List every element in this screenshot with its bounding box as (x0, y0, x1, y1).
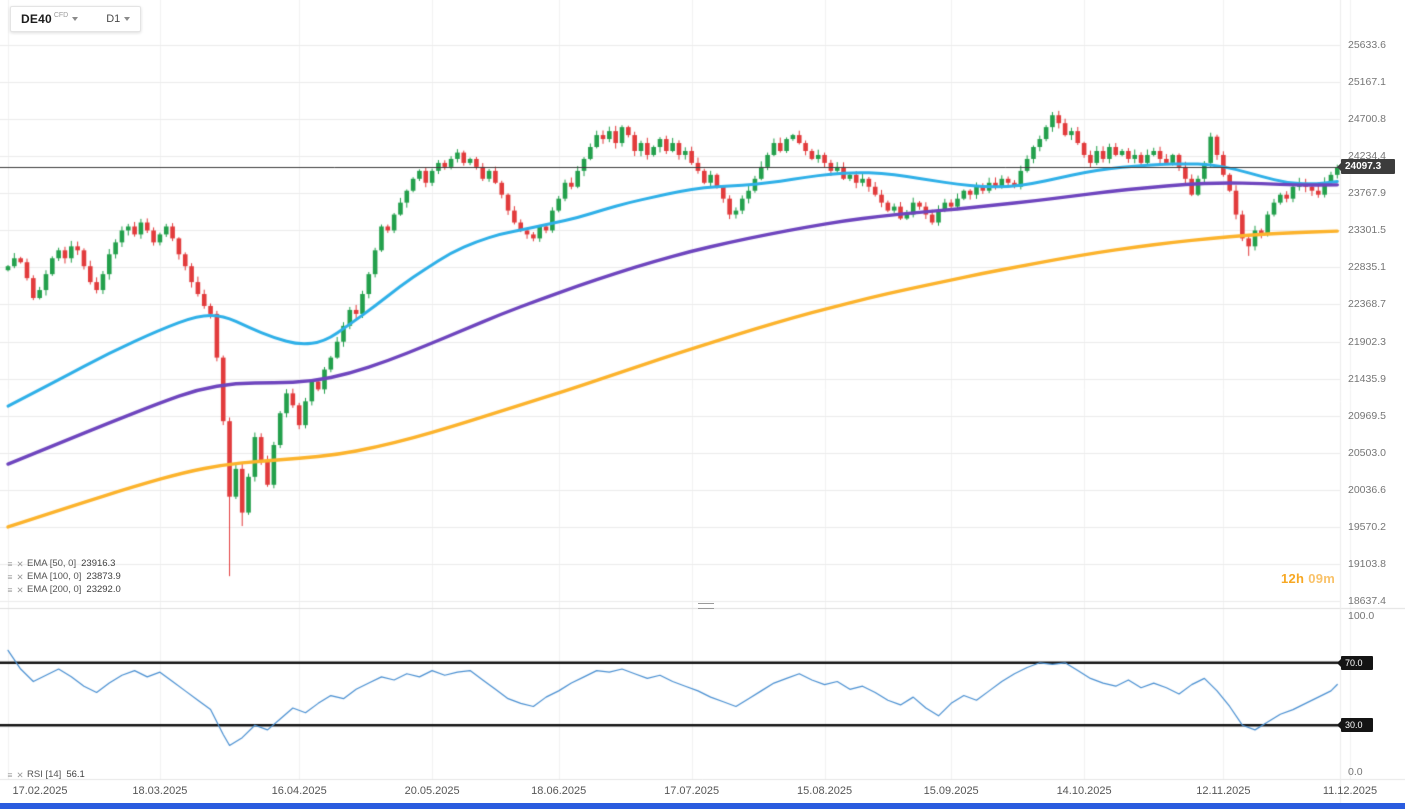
indicator-value: 23916.3 (81, 558, 116, 569)
legend-row-ema50: ≡ ✕ EMA [50, 0] 23916.3 (5, 557, 121, 570)
rsi-level-70-badge: 70.0 (1337, 655, 1373, 670)
indicator-label: EMA [50, 0] (27, 558, 77, 569)
indicator-label: EMA [200, 0] (27, 584, 82, 595)
indicator-value: 23873.9 (86, 571, 121, 582)
indicator-legend-rsi: ≡ ✕ RSI [14] 56.1 (5, 768, 85, 781)
candle-countdown-timer: 12h 09m (1281, 571, 1335, 586)
indicator-settings-icon[interactable]: ≡ (7, 769, 13, 780)
legend-row-ema200: ≡ ✕ EMA [200, 0] 23292.0 (5, 583, 121, 596)
indicator-remove-icon[interactable]: ✕ (16, 558, 24, 569)
legend-row-ema100: ≡ ✕ EMA [100, 0] 23873.9 (5, 570, 121, 583)
countdown-minutes: 09m (1308, 571, 1336, 586)
indicator-legend-ema: ≡ ✕ EMA [50, 0] 23916.3 ≡ ✕ EMA [100, 0]… (5, 557, 121, 596)
rsi-level-30-badge: 30.0 (1337, 718, 1373, 733)
countdown-hours: 12h (1281, 571, 1305, 586)
chevron-down-icon[interactable] (72, 17, 79, 21)
last-price-badge: 24097.3 (1337, 159, 1395, 175)
symbol-label: DE40 (21, 12, 52, 26)
timeframe-selector[interactable]: D1 (106, 13, 131, 25)
chevron-down-icon[interactable] (124, 17, 131, 21)
indicator-value: 56.1 (66, 769, 85, 780)
indicator-settings-icon[interactable]: ≡ (7, 558, 13, 569)
indicator-settings-icon[interactable]: ≡ (7, 584, 13, 595)
indicator-settings-icon[interactable]: ≡ (7, 571, 13, 582)
bottom-accent-bar (0, 803, 1405, 809)
market-type-label: CFD (53, 12, 69, 19)
indicator-label: EMA [100, 0] (27, 571, 82, 582)
pane-resize-handle[interactable] (698, 603, 714, 609)
timeframe-label: D1 (106, 13, 121, 25)
indicator-remove-icon[interactable]: ✕ (16, 769, 24, 780)
indicator-remove-icon[interactable]: ✕ (16, 571, 24, 582)
indicator-value: 23292.0 (86, 584, 121, 595)
instrument-selector[interactable]: DE40 CFD D1 (10, 6, 142, 32)
legend-row-rsi: ≡ ✕ RSI [14] 56.1 (5, 768, 85, 781)
indicator-label: RSI [14] (27, 769, 62, 780)
indicator-remove-icon[interactable]: ✕ (16, 584, 24, 595)
